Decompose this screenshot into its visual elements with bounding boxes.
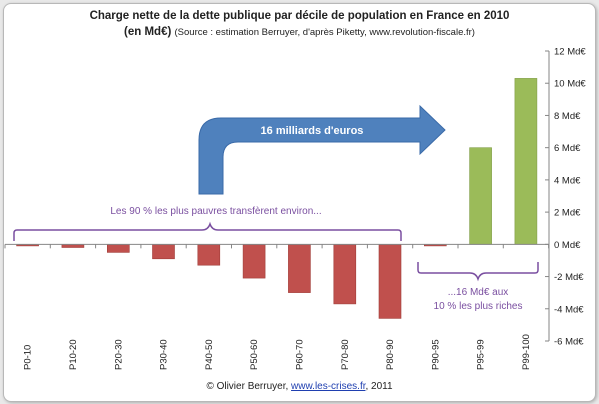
bar-p95-99 (469, 147, 492, 245)
bar-p30-40 (152, 244, 175, 260)
bar-p70-80 (333, 244, 357, 305)
bar-p60-70 (288, 244, 311, 293)
y-tick-label: 12 Md€ (554, 47, 586, 58)
y-axis: -6 Md€ -4 Md€ -2 Md€ 0 Md€ 2 Md€ 4 Md€ 6 Md€ 8 … (545, 47, 586, 348)
left-brace-label: Les 90 % les plus pauvres transfèrent en… (110, 206, 321, 217)
x-axis-labels: P0-10 P10-20 P20-30 P30-40 P40-50 P50-60 P60-7… (23, 334, 532, 370)
x-label-p40-50: P40-50 (204, 339, 215, 370)
x-label-p20-30: P20-30 (113, 339, 124, 370)
y-tick-label: -6 Md€ (554, 337, 584, 348)
arrow-label: 16 milliards d'euros (261, 125, 364, 137)
credit-suffix: , 2011 (365, 381, 393, 392)
credit-link[interactable]: www.les-crises.fr (291, 381, 366, 392)
bars-group (4, 78, 550, 319)
x-label-p10-20: P10-20 (68, 339, 79, 370)
right-brace (417, 262, 539, 282)
bar-p40-50 (197, 244, 221, 266)
left-brace (13, 221, 402, 241)
y-tick-label: 6 Md€ (554, 143, 581, 154)
bar-p80-90 (378, 244, 402, 319)
y-tick-label: 2 Md€ (554, 208, 581, 219)
y-tick-label: 10 Md€ (554, 79, 586, 90)
subtitle-source: (Source : estimation Berruyer, d'après P… (174, 27, 475, 38)
x-label-p30-40: P30-40 (159, 339, 170, 370)
y-tick-label: -4 Md€ (554, 304, 584, 315)
right-brace-label-line2: 10 % les plus riches (434, 301, 523, 312)
subtitle-unit: (en Md€) (124, 26, 172, 38)
y-tick-label: 4 Md€ (554, 175, 581, 186)
y-tick-label: 0 Md€ (554, 240, 581, 251)
x-label-p0-10: P0-10 (23, 345, 34, 370)
y-tick-label: 8 Md€ (554, 111, 581, 122)
bar-p50-60 (242, 244, 266, 279)
bar-p99-100 (514, 78, 538, 245)
x-label-p80-90: P80-90 (385, 339, 396, 370)
x-label-p99-100: P99-100 (521, 334, 532, 370)
credit-prefix: © Olivier Berruyer, (206, 381, 292, 392)
x-label-p50-60: P50-60 (249, 339, 260, 370)
chart-subtitle: (en Md€) (Source : estimation Berruyer, … (0, 25, 599, 40)
y-tick-label: -2 Md€ (554, 272, 584, 283)
x-label-p60-70: P60-70 (294, 339, 305, 370)
x-label-p90-95: P90-95 (430, 339, 441, 370)
chart-frame (3, 3, 596, 402)
x-label-p95-99: P95-99 (476, 339, 487, 370)
transfer-arrow (198, 104, 446, 195)
chart-title: Charge nette de la dette publique par dé… (89, 10, 510, 22)
credit-line: © Olivier Berruyer, www.les-crises.fr, 2… (0, 381, 599, 392)
x-label-p70-80: P70-80 (340, 339, 351, 370)
right-brace-label-line1: ...16 Md€ aux (448, 287, 509, 298)
bar-p20-30 (107, 244, 130, 253)
